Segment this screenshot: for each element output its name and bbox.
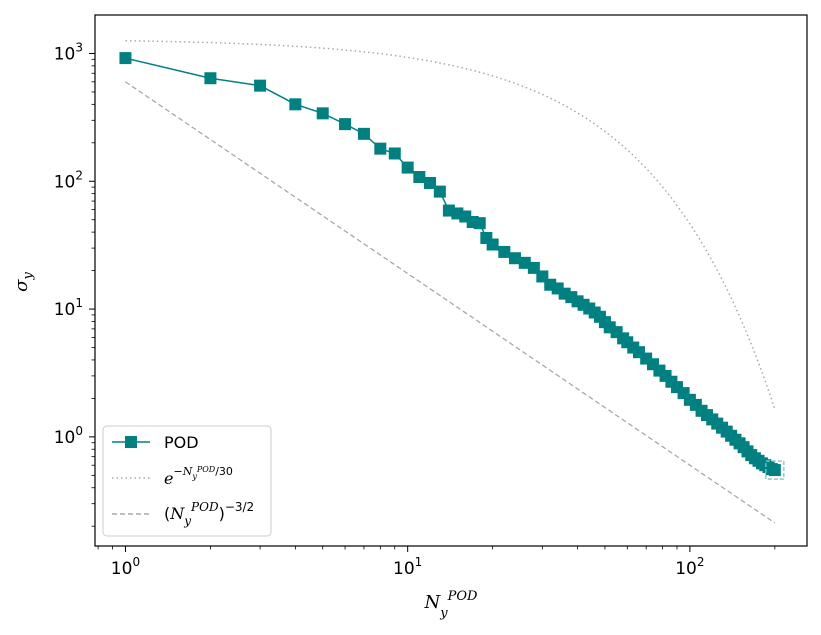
x-tick-label: 102 <box>675 555 704 579</box>
pod-marker <box>254 79 267 92</box>
legend-box <box>102 425 272 537</box>
pod-marker <box>473 217 486 230</box>
highlight-box <box>765 460 785 480</box>
x-tick-label: 101 <box>393 555 422 579</box>
pod-marker <box>508 252 521 265</box>
exp-reference-curve <box>125 40 776 410</box>
pod-marker <box>316 107 329 120</box>
pod-marker <box>119 52 132 65</box>
pod-marker <box>413 171 426 183</box>
pod-marker <box>339 118 352 131</box>
legend-power-label: (NyPOD)−3/2 <box>164 500 254 528</box>
legend-exp-label: e−NyPOD/30 <box>164 465 233 488</box>
legend-pod-label: POD <box>164 433 199 452</box>
legend-item-exponential: e−NyPOD/30 <box>112 465 233 488</box>
legend: POD e−NyPOD/30 (NyPOD)−3/2 <box>102 425 272 537</box>
power-reference-curve <box>125 81 776 524</box>
pod-marker <box>768 464 781 477</box>
pod-marker <box>357 127 370 140</box>
y-tick-label: 100 <box>54 424 83 448</box>
legend-item-pod: POD <box>112 433 199 452</box>
pod-marker <box>401 161 414 174</box>
pod-marker <box>433 185 446 198</box>
x-tick-label: 100 <box>111 555 140 579</box>
pod-marker <box>518 256 531 269</box>
ticks-layer: 100 101 102 100 101 102 103 <box>54 40 776 579</box>
series-layer <box>119 40 785 524</box>
axes-frame <box>94 14 808 547</box>
pod-marker <box>388 147 401 160</box>
legend-item-power-law: (NyPOD)−3/2 <box>112 500 254 528</box>
legend-pod-marker <box>125 436 137 448</box>
pod-marker <box>374 142 387 155</box>
y-tick-label: 101 <box>54 296 83 320</box>
y-tick-label: 103 <box>54 40 83 64</box>
pod-marker <box>204 72 217 85</box>
pod-marker <box>486 238 499 251</box>
pod-marker <box>498 245 511 258</box>
pod-marker <box>289 98 302 111</box>
y-tick-label: 102 <box>54 168 83 192</box>
pod-marker <box>424 176 437 189</box>
plot-area <box>94 14 808 547</box>
